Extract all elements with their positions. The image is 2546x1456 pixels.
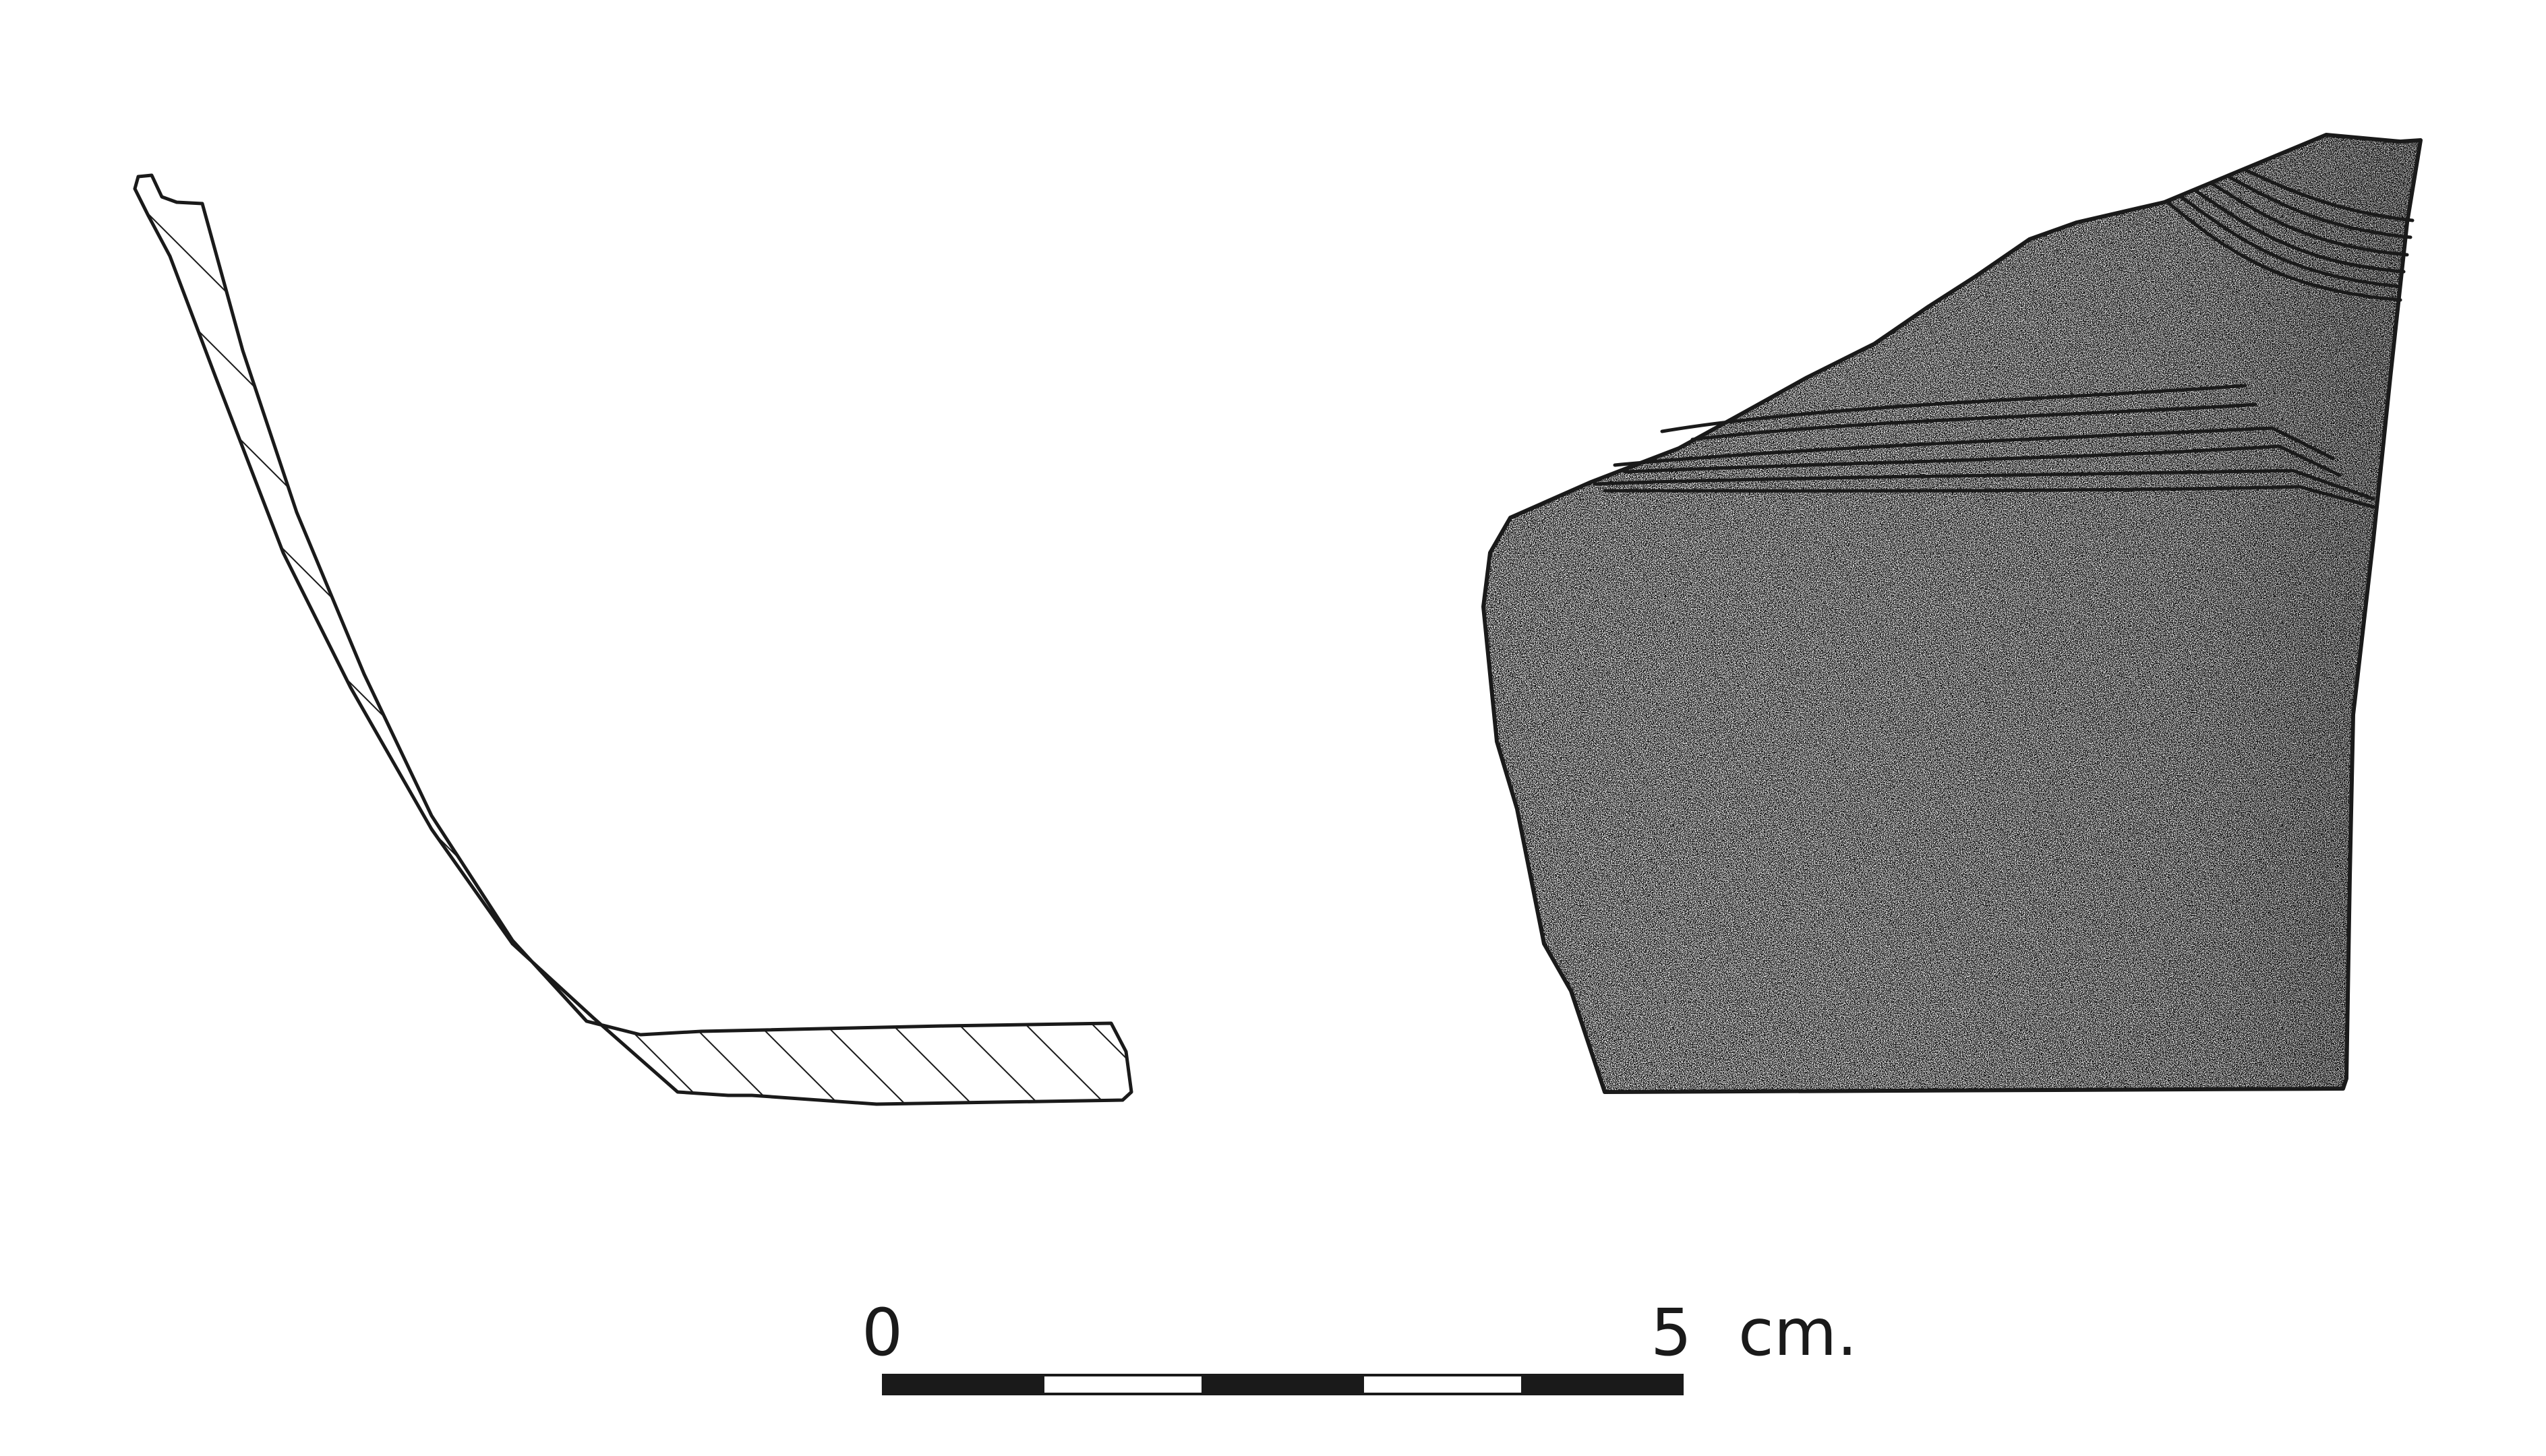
- scale-segment-1: [882, 1374, 1044, 1395]
- scale-start-label: 0: [862, 1295, 903, 1370]
- scale-end-label: 5: [1651, 1295, 1692, 1370]
- scale-unit-label: cm.: [1738, 1295, 1858, 1370]
- scale-segment-3: [1202, 1374, 1364, 1395]
- sherd-outline: [1481, 133, 2423, 1094]
- scale-bar: 0 5 cm.: [862, 1295, 1858, 1395]
- scale-segment-inner-2: [1046, 1381, 1200, 1389]
- incised-arcs: [2166, 168, 2415, 302]
- incised-grooves: [1593, 384, 2375, 509]
- scale-bar-segments: [882, 1374, 1684, 1395]
- profile-outline: [133, 173, 1133, 1106]
- scale-segment-5: [1521, 1374, 1684, 1395]
- scale-segment-inner-4: [1365, 1381, 1520, 1389]
- vessel-profile-section: [133, 173, 1133, 1106]
- sherd-exterior-view: [1481, 133, 2423, 1094]
